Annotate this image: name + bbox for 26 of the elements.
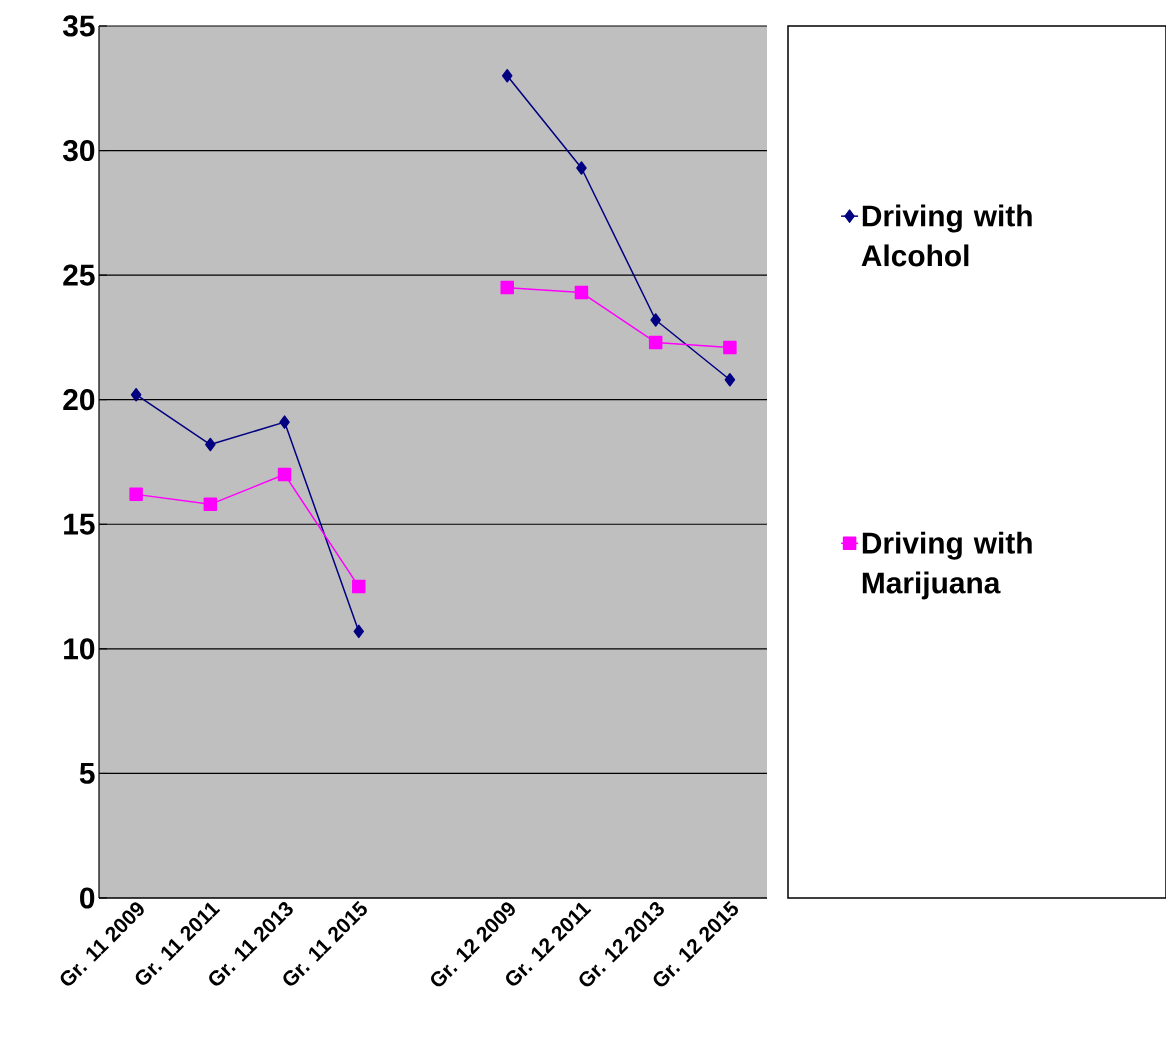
point: [650, 313, 661, 327]
point: [130, 387, 142, 402]
point: [500, 280, 514, 295]
point: [279, 415, 290, 429]
point: [574, 285, 589, 300]
point: [352, 579, 366, 594]
point: [501, 69, 513, 83]
y-tick-label: 25: [63, 264, 95, 286]
point: [648, 335, 663, 350]
point: [129, 487, 143, 502]
point: [205, 437, 216, 452]
y-tick-label: 30: [62, 139, 95, 162]
legend-label: Driving with Marijuana: [862, 531, 1032, 600]
point: [576, 161, 587, 175]
point: [353, 624, 365, 639]
point: [203, 497, 218, 512]
legend-label: Driving with Alcohol: [861, 204, 1032, 267]
point: [724, 373, 736, 387]
point: [723, 340, 737, 355]
y-tick-label: 35: [62, 15, 95, 37]
y-tick-label: 20: [63, 389, 95, 411]
y-tick-label: 10: [64, 638, 95, 660]
y-tick-label: 0: [80, 887, 95, 909]
y-tick-label: 15: [64, 513, 95, 535]
y-tick-label: 5: [79, 762, 95, 784]
point: [277, 467, 292, 482]
